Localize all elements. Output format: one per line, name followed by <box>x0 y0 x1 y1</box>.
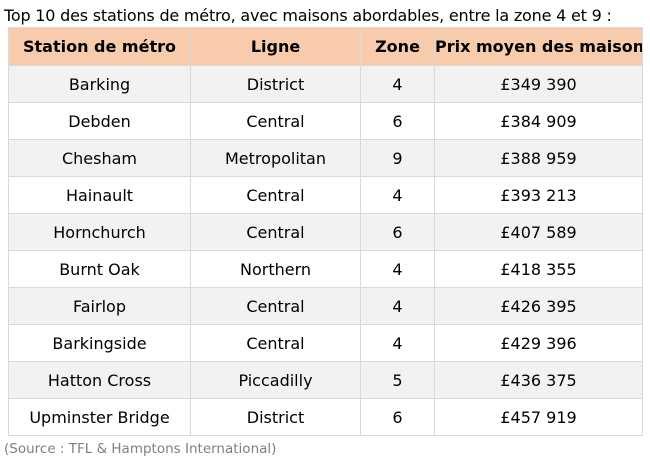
zone-cell: 6 <box>360 102 435 140</box>
station-cell: Hainault <box>8 176 191 214</box>
line-cell: District <box>190 398 361 436</box>
price-cell: £388 959 <box>434 139 643 177</box>
table-row: Debden Central 6 £384 909 <box>8 102 643 140</box>
station-cell: Chesham <box>8 139 191 177</box>
station-cell: Fairlop <box>8 287 191 325</box>
zone-cell: 9 <box>360 139 435 177</box>
price-cell: £407 589 <box>434 213 643 251</box>
price-cell: £384 909 <box>434 102 643 140</box>
price-cell: £426 395 <box>434 287 643 325</box>
header-zone: Zone <box>360 27 435 66</box>
line-cell: Central <box>190 324 361 362</box>
price-cell: £429 396 <box>434 324 643 362</box>
header-station: Station de métro <box>8 27 191 66</box>
price-cell: £393 213 <box>434 176 643 214</box>
table-row: Barkingside Central 4 £429 396 <box>8 324 643 362</box>
table-row: Barking District 4 £349 390 <box>8 65 643 103</box>
header-price: Prix moyen des maisons <box>434 27 643 66</box>
table-body: Barking District 4 £349 390 Debden Central 6 £3… <box>8 65 643 436</box>
table-row: Upminster Bridge District 6 £457 919 <box>8 398 643 436</box>
price-cell: £436 375 <box>434 361 643 399</box>
zone-cell: 4 <box>360 250 435 288</box>
table-row: Hainault Central 4 £393 213 <box>8 176 643 214</box>
station-cell: Hatton Cross <box>8 361 191 399</box>
station-cell: Barking <box>8 65 191 103</box>
table-row: Chesham Metropolitan 9 £388 959 <box>8 139 643 177</box>
line-cell: Metropolitan <box>190 139 361 177</box>
zone-cell: 5 <box>360 361 435 399</box>
table-row: Fairlop Central 4 £426 395 <box>8 287 643 325</box>
table-title: Top 10 des stations de métro, avec maiso… <box>4 6 612 25</box>
station-cell: Barkingside <box>8 324 191 362</box>
line-cell: Piccadilly <box>190 361 361 399</box>
zone-cell: 4 <box>360 324 435 362</box>
station-cell: Hornchurch <box>8 213 191 251</box>
line-cell: Central <box>190 176 361 214</box>
line-cell: Central <box>190 287 361 325</box>
station-cell: Burnt Oak <box>8 250 191 288</box>
prices-table: Station de métro Ligne Zone Prix moyen d… <box>8 27 643 436</box>
zone-cell: 4 <box>360 287 435 325</box>
zone-cell: 4 <box>360 65 435 103</box>
station-cell: Debden <box>8 102 191 140</box>
table-row: Hatton Cross Piccadilly 5 £436 375 <box>8 361 643 399</box>
zone-cell: 6 <box>360 213 435 251</box>
header-line: Ligne <box>190 27 361 66</box>
line-cell: Northern <box>190 250 361 288</box>
zone-cell: 6 <box>360 398 435 436</box>
line-cell: Central <box>190 102 361 140</box>
table-row: Burnt Oak Northern 4 £418 355 <box>8 250 643 288</box>
zone-cell: 4 <box>360 176 435 214</box>
line-cell: District <box>190 65 361 103</box>
price-cell: £457 919 <box>434 398 643 436</box>
price-cell: £418 355 <box>434 250 643 288</box>
table-row: Hornchurch Central 6 £407 589 <box>8 213 643 251</box>
price-cell: £349 390 <box>434 65 643 103</box>
source-note: (Source : TFL & Hamptons International) <box>4 441 277 457</box>
line-cell: Central <box>190 213 361 251</box>
station-cell: Upminster Bridge <box>8 398 191 436</box>
header-row: Station de métro Ligne Zone Prix moyen d… <box>8 27 643 66</box>
